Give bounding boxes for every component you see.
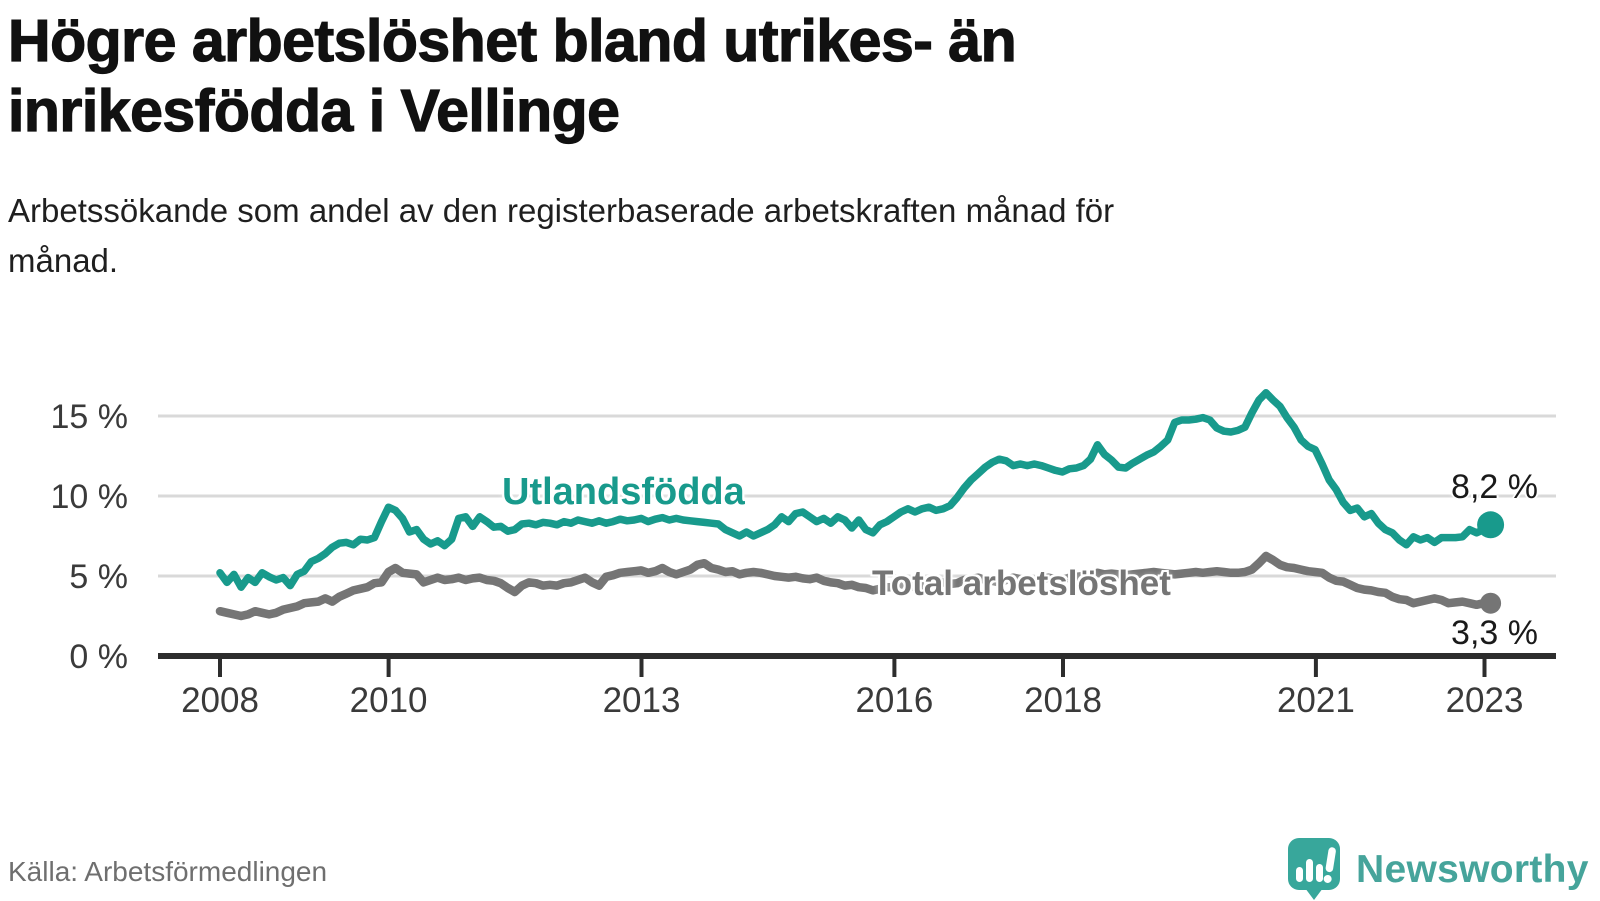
x-tick-label: 2008 [181, 681, 259, 720]
series-end-dot-1 [1480, 592, 1502, 614]
series-line-1 [215, 551, 1495, 621]
page-title: Högre arbetslöshet bland utrikes- än inr… [7, 7, 1017, 144]
chart-subtitle: Arbetssökande som andel av den registerb… [8, 192, 1115, 279]
y-tick-label: 10 % [51, 478, 129, 516]
series-label-utlandsfodda: Utlandsfödda [502, 471, 745, 513]
x-tick-label: 2010 [350, 681, 428, 720]
y-tick-label: 0 % [69, 638, 128, 676]
series-line-0 [216, 389, 1495, 591]
source-attribution: Källa: Arbetsförmedlingen [8, 856, 328, 887]
y-tick-label: 15 % [51, 398, 129, 436]
newsworthy-logo-text: Newsworthy [1356, 847, 1589, 891]
end-value-total: 3,3 % [1451, 614, 1538, 652]
x-tick-label: 2013 [603, 681, 681, 720]
x-tick-label: 2021 [1277, 681, 1355, 720]
x-tick-label: 2016 [855, 681, 933, 720]
y-tick-label: 5 % [69, 558, 128, 596]
end-value-utlandsfodda: 8,2 % [1451, 468, 1538, 506]
series-end-dot-0 [1477, 511, 1505, 539]
series-label-total-arbetsloshet: Total arbetslöshet [872, 564, 1171, 603]
newsworthy-logo: Newsworthy [1288, 838, 1589, 901]
x-tick-label: 2023 [1446, 681, 1524, 720]
x-tick-label: 2018 [1024, 681, 1102, 720]
newsworthy-logo-icon [1288, 838, 1340, 900]
